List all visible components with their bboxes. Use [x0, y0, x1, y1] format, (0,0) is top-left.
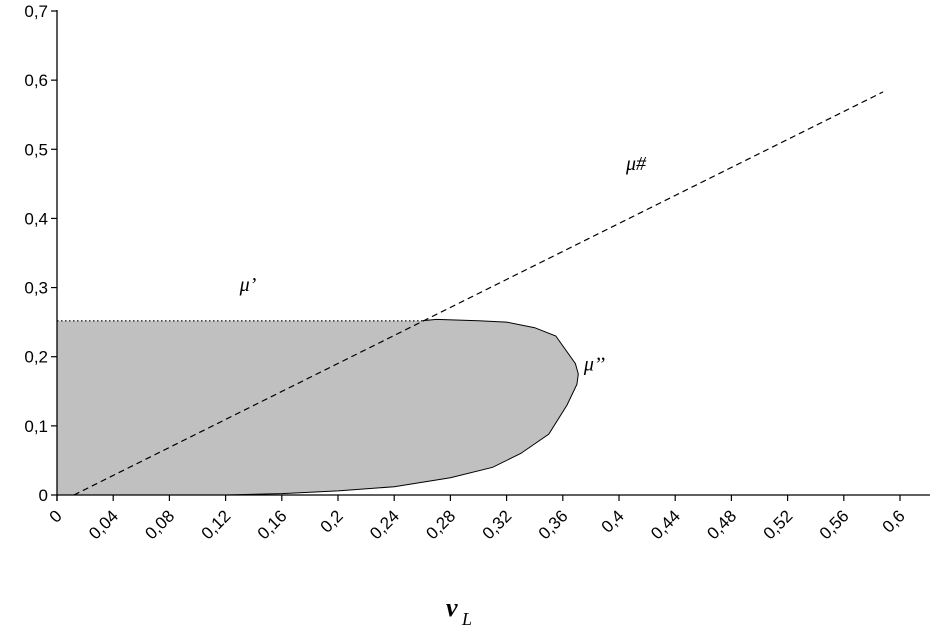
x-tick-label: 0,4 — [598, 506, 628, 536]
y-tick-label: 0,1 — [24, 417, 48, 436]
x-tick-label: 0,6 — [879, 506, 909, 536]
annotation-2: μ# — [625, 153, 647, 175]
x-tick-label: 0,16 — [254, 506, 291, 543]
x-tick-label: 0,52 — [760, 506, 797, 543]
x-tick-label: 0,12 — [198, 506, 235, 543]
x-axis-label-subscript: L — [461, 609, 472, 629]
x-tick-label: 0,28 — [422, 506, 459, 543]
y-tick-label: 0,6 — [24, 71, 48, 90]
mu-double-prime-curve — [225, 318, 579, 496]
y-tick-label: 0,7 — [24, 2, 48, 21]
annotation-0: μ’ — [239, 274, 257, 296]
x-tick-label: 0,56 — [816, 506, 853, 543]
series-mu-hash-line — [73, 91, 884, 496]
y-tick-label: 0,5 — [24, 140, 48, 159]
feasible-region — [57, 319, 579, 495]
x-tick-label: 0,44 — [647, 506, 684, 543]
y-tick-label: 0,2 — [24, 348, 48, 367]
x-tick-label: 0,04 — [85, 506, 122, 543]
x-tick-label: 0,48 — [703, 506, 740, 543]
x-tick-label: 0,32 — [479, 506, 516, 543]
x-tick-label: 0,08 — [141, 506, 178, 543]
annotation-1: μ’’ — [583, 354, 605, 376]
x-tick-label: 0 — [46, 506, 66, 526]
y-tick-label: 0,3 — [24, 279, 48, 298]
x-tick-label: 0,36 — [535, 506, 572, 543]
x-tick-label: 0,24 — [366, 506, 403, 543]
x-tick-label: 0,2 — [317, 506, 347, 536]
x-axis-label: v — [446, 593, 458, 622]
y-tick-label: 0 — [39, 486, 48, 505]
y-tick-label: 0,4 — [24, 209, 48, 228]
